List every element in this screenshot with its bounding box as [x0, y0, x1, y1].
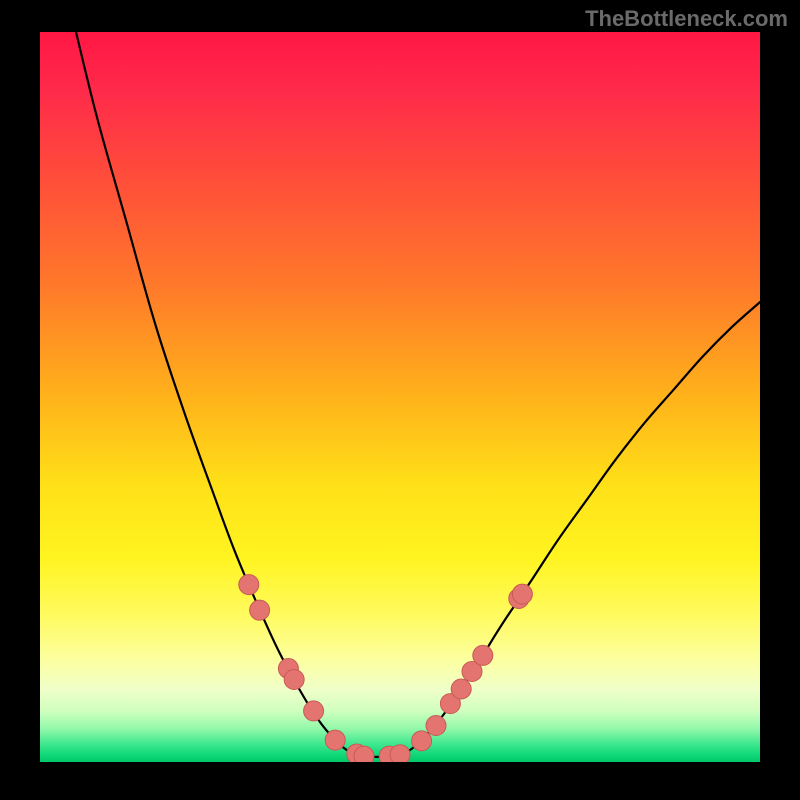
data-marker — [426, 716, 446, 736]
watermark-text: TheBottleneck.com — [585, 6, 788, 32]
data-marker — [473, 645, 493, 665]
data-marker — [325, 730, 345, 750]
data-marker — [412, 731, 432, 751]
data-marker — [390, 745, 410, 762]
chart-container: TheBottleneck.com — [0, 0, 800, 800]
gradient-background — [40, 32, 760, 762]
chart-svg — [40, 32, 760, 762]
data-marker — [284, 670, 304, 690]
data-marker — [239, 575, 259, 595]
data-marker — [354, 746, 374, 762]
data-marker — [451, 679, 471, 699]
plot-area — [40, 32, 760, 762]
data-marker — [304, 701, 324, 721]
data-marker — [250, 600, 270, 620]
data-marker — [512, 584, 532, 604]
